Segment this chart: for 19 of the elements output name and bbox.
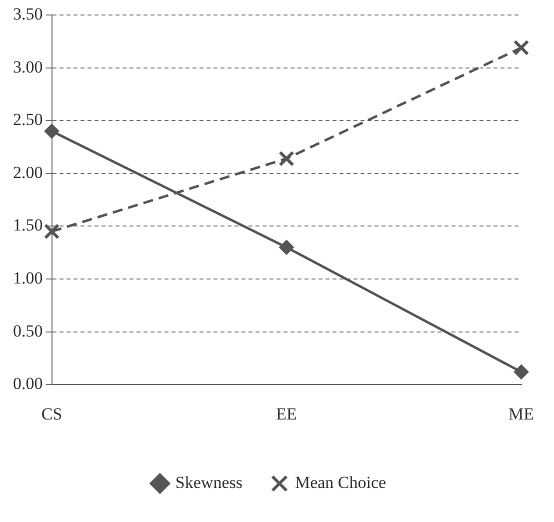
legend-label: Mean Choice: [294, 472, 386, 492]
point: [44, 124, 60, 139]
y-tick-label: 1.50: [13, 216, 43, 235]
y-tick-label: 1.00: [13, 268, 43, 288]
x-tick-label: CS: [41, 404, 62, 424]
y-tick-label: 2.00: [13, 162, 43, 182]
legend-label: Skewness: [175, 472, 242, 492]
y-tick-label: 3.50: [13, 4, 43, 24]
point: [279, 240, 294, 255]
point: [44, 224, 60, 240]
x-tick-label: EE: [276, 404, 297, 424]
y-tick-label: 3.00: [13, 57, 43, 76]
y-tick-label: 0.50: [13, 321, 43, 340]
x-tick-label: ME: [508, 404, 534, 424]
point: [513, 40, 530, 56]
point: [514, 364, 529, 380]
point: [278, 150, 294, 166]
y-tick-label: 2.50: [13, 110, 43, 130]
y-tick-label: 0.00: [13, 374, 43, 394]
